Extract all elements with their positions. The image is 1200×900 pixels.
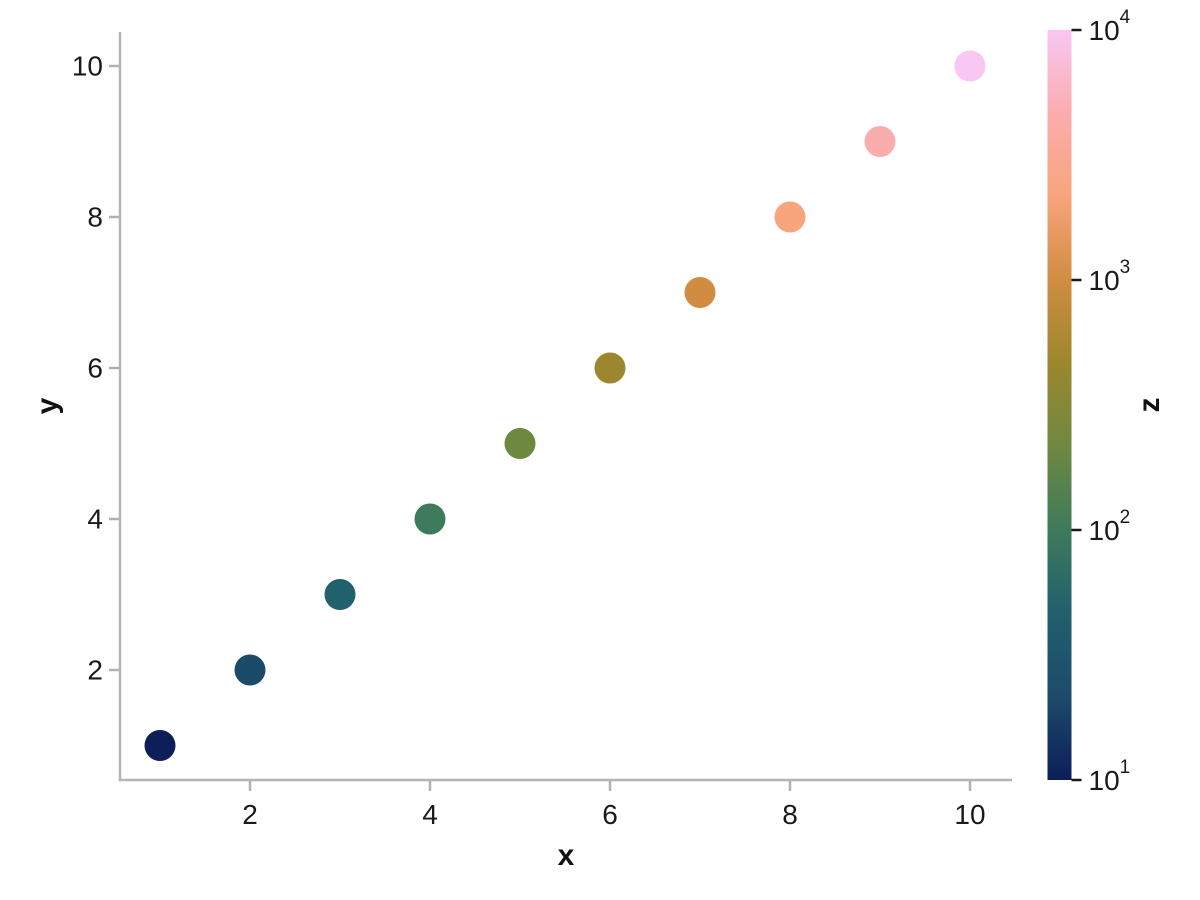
colorbar-tick-label: 104 (1089, 7, 1131, 46)
data-point (324, 579, 356, 610)
x-tick-label: 2 (242, 799, 258, 830)
x-tick-label: 6 (602, 799, 618, 830)
x-axis-label: x (557, 839, 575, 872)
y-tick-label: 4 (87, 504, 103, 535)
colorbar-gradient (1047, 30, 1072, 780)
data-point (774, 201, 806, 233)
y-tick-label: 10 (72, 51, 103, 82)
data-point (504, 428, 536, 459)
colorbar-tick-label: 101 (1089, 757, 1131, 796)
x-tick-label: 8 (782, 799, 798, 830)
y-axis-label: y (31, 397, 64, 415)
y-tick-label: 2 (87, 655, 103, 686)
data-point (594, 352, 626, 384)
colorbar-tick-label: 102 (1089, 507, 1131, 546)
data-point (144, 730, 176, 761)
x-tick-label: 4 (422, 799, 438, 830)
data-point (684, 277, 716, 308)
colorbar-tick-label: 103 (1089, 257, 1131, 296)
y-tick-label: 8 (87, 202, 103, 233)
data-point (414, 503, 446, 535)
data-point (954, 50, 986, 82)
data-point (234, 654, 266, 686)
x-tick-label: 10 (954, 799, 985, 830)
data-point (864, 126, 896, 157)
colorbar-label: z (1133, 397, 1166, 413)
y-tick-label: 6 (87, 353, 103, 384)
